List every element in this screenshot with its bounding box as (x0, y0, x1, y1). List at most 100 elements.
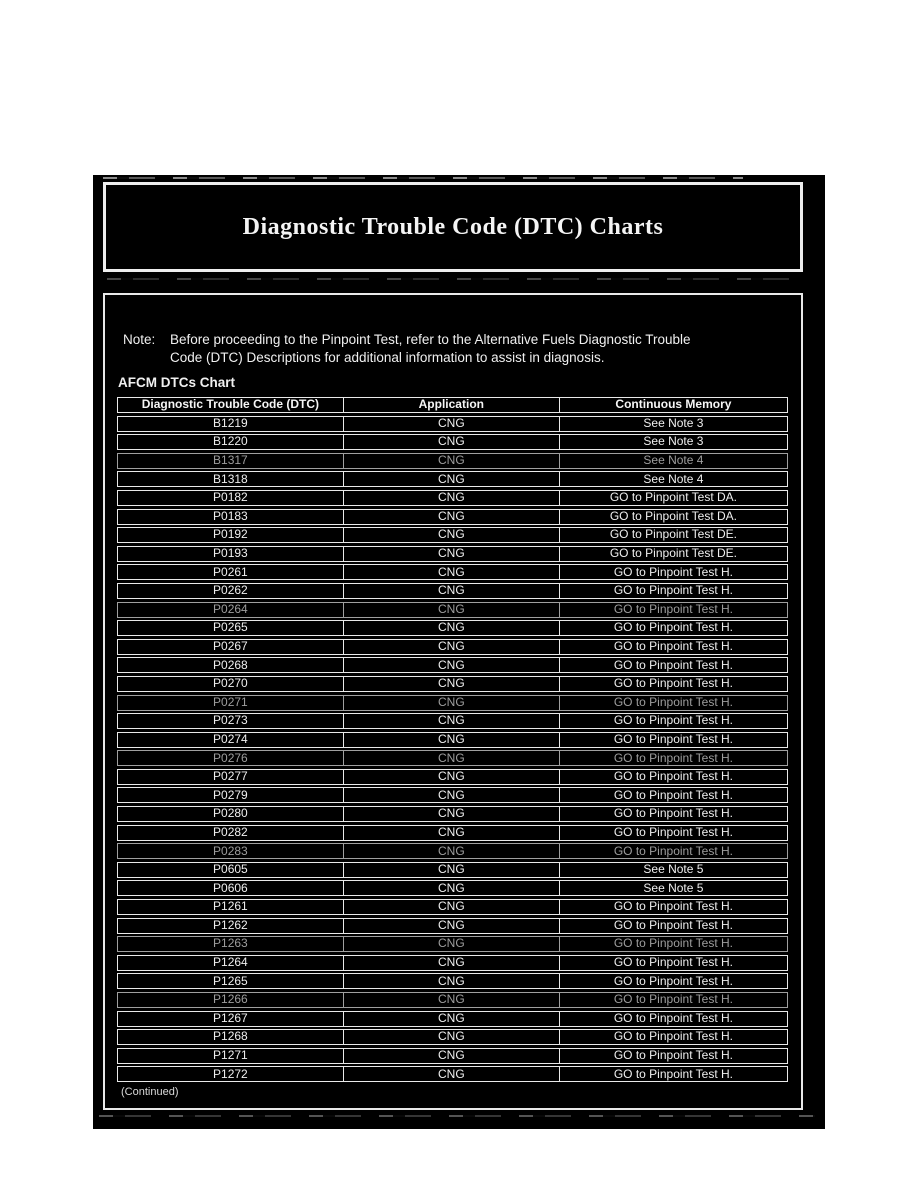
application-cell: CNG (342, 769, 559, 784)
dtc-cell: P0270 (213, 676, 248, 691)
memory-cell: GO to Pinpoint Test H. (558, 1067, 787, 1082)
memory-cell: See Note 5 (558, 862, 787, 877)
content-box: Note: Before proceeding to the Pinpoint … (103, 293, 803, 1110)
memory-cell: GO to Pinpoint Test H. (558, 955, 787, 970)
memory-cell: GO to Pinpoint Test H. (558, 900, 787, 915)
memory-cell: GO to Pinpoint Test H. (558, 974, 787, 989)
dtc-cell: P0274 (213, 732, 248, 746)
application-cell: CNG (342, 639, 559, 654)
dtc-cell: P0276 (213, 751, 248, 765)
table-row: P0283 CNG GO to Pinpoint Test H. (117, 843, 788, 860)
title-box: Diagnostic Trouble Code (DTC) Charts (103, 182, 803, 272)
table-row: P1261 CNG GO to Pinpoint Test H. (117, 899, 788, 916)
memory-cell: GO to Pinpoint Test H. (558, 732, 787, 747)
memory-cell: See Note 3 (558, 435, 787, 450)
memory-cell: GO to Pinpoint Test H. (558, 844, 787, 859)
dtc-cell: P1263 (213, 937, 248, 951)
memory-cell: See Note 4 (558, 453, 787, 468)
memory-cell: See Note 4 (558, 472, 787, 487)
application-cell: CNG (342, 583, 559, 598)
application-cell: CNG (342, 658, 559, 673)
memory-cell: GO to Pinpoint Test DE. (558, 528, 787, 543)
table-row: P0606 CNG See Note 5 (117, 880, 788, 897)
table-row: P0192 CNG GO to Pinpoint Test DE. (117, 527, 788, 544)
dtc-cell: P1271 (213, 1048, 248, 1063)
dtc-cell: P1262 (213, 918, 248, 932)
table-row: P0265 CNG GO to Pinpoint Test H. (117, 620, 788, 637)
note-line-2: Code (DTC) Descriptions for additional i… (170, 350, 605, 365)
application-cell: CNG (342, 472, 559, 487)
continued-label: (Continued) (121, 1086, 179, 1098)
dtc-cell: P1268 (213, 1030, 248, 1044)
application-cell: CNG (342, 993, 559, 1007)
table-row: P1267 CNG GO to Pinpoint Test H. (117, 1010, 788, 1027)
memory-cell: GO to Pinpoint Test H. (558, 918, 787, 933)
dtc-cell: P1264 (213, 955, 248, 970)
table-row: B1318 CNG See Note 4 (117, 471, 788, 488)
dtc-cell: P1265 (213, 974, 248, 988)
table-row: P0267 CNG GO to Pinpoint Test H. (117, 638, 788, 655)
memory-cell: GO to Pinpoint Test H. (558, 993, 787, 1007)
dtc-cell: P1272 (213, 1067, 248, 1081)
table-row: P1272 CNG GO to Pinpoint Test H. (117, 1066, 788, 1083)
application-cell: CNG (342, 509, 559, 524)
dtc-cell: P0261 (213, 565, 248, 579)
table-row: P0274 CNG GO to Pinpoint Test H. (117, 731, 788, 748)
table-row: P0282 CNG GO to Pinpoint Test H. (117, 824, 788, 841)
application-cell: CNG (342, 528, 559, 543)
dtc-cell: P0182 (213, 490, 248, 505)
dtc-cell: P0605 (213, 862, 248, 877)
application-cell: CNG (342, 1067, 559, 1082)
memory-cell: See Note 5 (558, 881, 787, 896)
table-row: B1220 CNG See Note 3 (117, 434, 788, 451)
dtc-cell: B1317 (213, 453, 248, 468)
application-cell: CNG (342, 881, 559, 896)
page-title: Diagnostic Trouble Code (DTC) Charts (242, 213, 664, 240)
table-row: P1265 CNG GO to Pinpoint Test H. (117, 973, 788, 990)
memory-cell: GO to Pinpoint Test H. (558, 658, 787, 673)
application-cell: CNG (342, 1030, 559, 1045)
dtc-cell: P0264 (213, 602, 248, 616)
application-cell: CNG (342, 1011, 559, 1026)
table-row: P1271 CNG GO to Pinpoint Test H. (117, 1047, 788, 1064)
note-label: Note: (123, 332, 156, 347)
application-cell: CNG (342, 546, 559, 561)
dtc-table: Diagnostic Trouble Code (DTC) Applicatio… (117, 397, 788, 1085)
dtc-cell: P0280 (213, 807, 248, 821)
application-cell: CNG (342, 453, 559, 468)
table-row: B1317 CNG See Note 4 (117, 452, 788, 469)
section-heading: AFCM DTCs Chart (118, 375, 235, 390)
memory-cell: GO to Pinpoint Test H. (558, 1030, 787, 1045)
memory-cell: GO to Pinpoint Test H. (558, 1048, 787, 1063)
dtc-cell: P0277 (213, 769, 248, 784)
table-body: B1219 CNG See Note 3 B1220 CNG See Note 3 B131… (117, 415, 788, 1083)
application-cell: CNG (342, 676, 559, 691)
scan-artifact-line (103, 177, 743, 179)
application-cell: CNG (342, 825, 559, 840)
application-cell: CNG (342, 918, 559, 933)
table-row: P0270 CNG GO to Pinpoint Test H. (117, 675, 788, 692)
memory-cell: GO to Pinpoint Test H. (558, 769, 787, 784)
note-paragraph: Note: Before proceeding to the Pinpoint … (123, 331, 691, 367)
table-row: P0261 CNG GO to Pinpoint Test H. (117, 564, 788, 581)
memory-cell: GO to Pinpoint Test H. (558, 825, 787, 840)
application-cell: CNG (342, 807, 559, 822)
dtc-cell: P0265 (213, 621, 248, 635)
application-cell: CNG (342, 900, 559, 915)
memory-cell: GO to Pinpoint Test H. (558, 621, 787, 636)
dtc-cell: P0193 (213, 546, 248, 560)
memory-cell: GO to Pinpoint Test H. (558, 807, 787, 822)
application-cell: CNG (342, 732, 559, 747)
table-row: P1264 CNG GO to Pinpoint Test H. (117, 954, 788, 971)
table-row: P0264 CNG GO to Pinpoint Test H. (117, 601, 788, 618)
table-row: P0276 CNG GO to Pinpoint Test H. (117, 750, 788, 767)
note-text: Before proceeding to the Pinpoint Test, … (170, 331, 691, 367)
application-cell: CNG (342, 435, 559, 450)
application-cell: CNG (342, 565, 559, 580)
memory-cell: GO to Pinpoint Test DE. (558, 546, 787, 561)
application-cell: CNG (342, 1048, 559, 1063)
scanned-page-panel: Diagnostic Trouble Code (DTC) Charts Not… (93, 175, 825, 1129)
memory-cell: GO to Pinpoint Test H. (558, 937, 787, 952)
dtc-cell: P0606 (213, 881, 248, 895)
header-dtc: Diagnostic Trouble Code (DTC) (141, 398, 320, 412)
